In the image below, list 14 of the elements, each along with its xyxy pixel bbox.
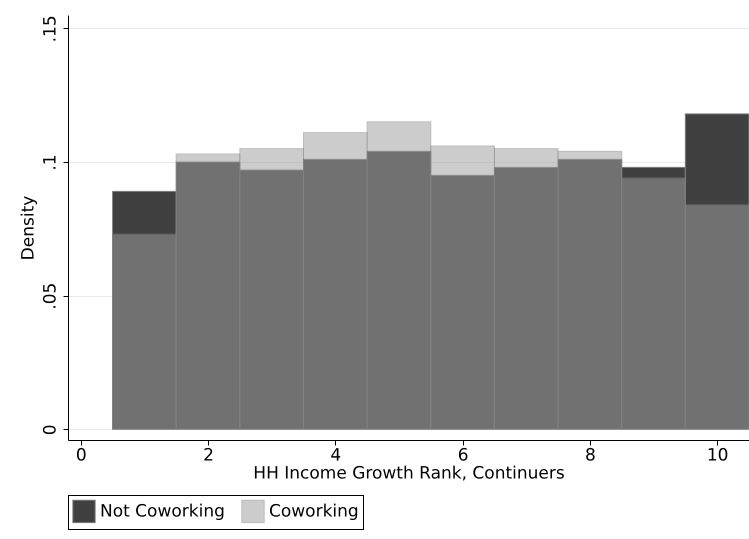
x-tick-label: 10 [706, 446, 728, 466]
x-tick-label: 6 [458, 446, 469, 466]
x-tick-label: 8 [584, 446, 596, 466]
x-tick-label: 4 [330, 446, 342, 466]
y-tick-label: .1 [40, 154, 60, 171]
y-axis-title: Density [18, 196, 38, 260]
x-axis-title: HH Income Growth Rank, Continuers [253, 464, 565, 484]
legend-label: Coworking [269, 501, 359, 522]
y-tick-label: .15 [40, 15, 60, 42]
x-tick-label: 2 [203, 446, 214, 466]
legend-label: Not Coworking [100, 501, 225, 522]
x-tick-label: 0 [76, 446, 87, 466]
y-tick-label: 0 [40, 424, 60, 436]
y-tick-label: .05 [40, 282, 60, 310]
